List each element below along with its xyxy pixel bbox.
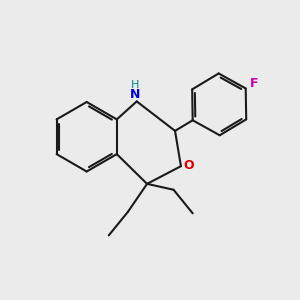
Text: O: O [184, 158, 194, 172]
Text: N: N [130, 88, 140, 101]
Text: H: H [131, 80, 140, 90]
Text: F: F [250, 77, 258, 90]
